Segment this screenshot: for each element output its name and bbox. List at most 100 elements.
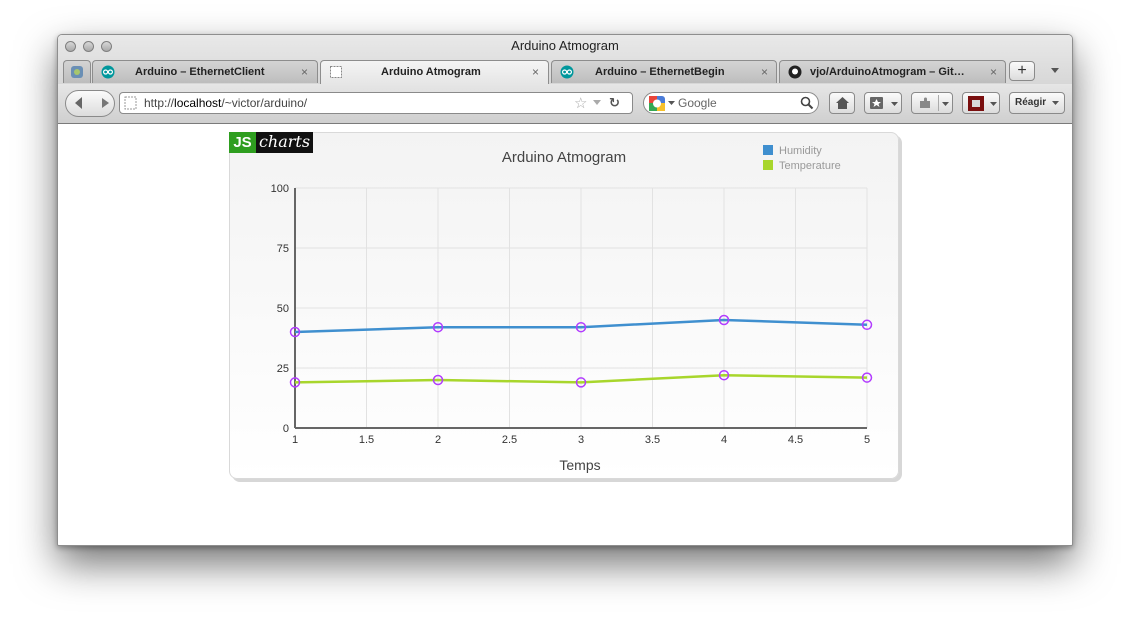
series-lines [294,318,868,384]
back-forward-group [65,90,115,117]
url-path: /~victor/arduino/ [221,96,308,110]
pinned-tab[interactable] [63,60,91,83]
tab-ethernetclient[interactable]: Arduino – EthernetClient × [92,60,318,83]
minimize-window-button[interactable] [83,41,94,52]
site-identity-icon[interactable] [124,96,137,110]
tab-label: Arduino – EthernetBegin [595,66,725,78]
data-point [289,326,301,338]
jscharts-logo: JS charts [229,132,313,153]
chart-container [229,132,899,479]
chevron-down-icon [1052,101,1059,105]
tab-label: Arduino – EthernetClient [135,66,265,78]
y-tick-label: 0 [283,423,289,435]
data-point [861,372,873,383]
extension-icon [968,96,984,111]
chevron-down-icon [891,102,898,106]
logo-js: JS [229,132,256,153]
logo-charts: charts [256,132,313,153]
history-dropdown-icon[interactable] [593,100,601,106]
bookmarks-button[interactable] [864,92,902,114]
chart-title: Arduino Atmogram [502,149,626,166]
x-tick-label: 1.5 [359,434,374,446]
x-axis-label: Temps [559,457,600,473]
url-text: http://localhost/~victor/arduino/ [144,96,307,110]
search-engine-dropdown-icon[interactable] [668,101,675,106]
extension-button[interactable] [962,92,1000,114]
x-tick-label: 2 [435,434,441,446]
y-tick-label: 50 [277,303,289,315]
bookmark-star-icon[interactable]: ☆ [574,95,588,112]
home-icon [836,97,849,109]
legend-swatch [763,145,773,155]
grid [294,187,868,429]
x-tick-label: 4.5 [788,434,803,446]
arduino-icon [101,65,115,79]
forward-icon[interactable] [100,98,110,108]
new-tab-button[interactable]: + [1009,61,1035,81]
title-bar: Arduino Atmogram Arduino – EthernetClien… [58,35,1072,124]
chevron-down-icon [990,102,997,106]
y-tick-label: 25 [277,363,289,375]
navigation-toolbar: http://localhost/~victor/arduino/ ☆ ↻ Go… [58,84,1072,123]
close-tab-icon[interactable]: × [990,65,998,79]
x-tick-label: 4 [721,434,727,446]
close-tab-icon[interactable]: × [532,65,540,79]
separator [938,95,939,111]
tab-label: vjo/ArduinoAtmogram – Git… [810,66,965,78]
chevron-down-icon [942,102,949,106]
data-point [861,319,873,331]
globe-icon [71,66,83,78]
tab-ethernetbegin[interactable]: Arduino – EthernetBegin × [551,60,777,83]
url-bar[interactable]: http://localhost/~victor/arduino/ ☆ ↻ [119,92,633,114]
chevron-down-icon[interactable] [1051,68,1059,74]
data-point [432,374,444,386]
x-tick-label: 3.5 [645,434,660,446]
tab-github[interactable]: vjo/ArduinoAtmogram – Git… × [779,60,1006,83]
reagir-button[interactable]: Réagir [1009,92,1065,114]
back-icon[interactable] [72,96,86,110]
close-window-button[interactable] [65,41,76,52]
search-placeholder: Google [678,96,717,110]
blank-page-icon [330,66,342,78]
data-point [289,377,301,388]
bookmarks-icon [870,97,883,109]
close-tab-icon[interactable]: × [301,65,309,79]
reload-icon[interactable]: ↻ [609,95,620,110]
tab-atmogram[interactable]: Arduino Atmogram × [320,60,549,84]
puzzle-icon [920,97,930,108]
y-tick-label: 75 [277,243,289,255]
x-tick-label: 2.5 [502,434,517,446]
data-points [289,314,873,388]
url-host: localhost [174,96,222,110]
url-prefix: http:// [144,96,175,110]
x-tick-label: 5 [864,434,870,446]
legend-swatch [763,160,773,170]
google-icon[interactable] [649,96,665,111]
home-button[interactable] [829,92,855,114]
data-point [718,369,730,381]
window-title: Arduino Atmogram [511,38,619,53]
data-point [718,314,730,326]
search-input[interactable]: Google [643,92,819,114]
page-content: JS charts Arduino Atmogram Temps 1 1.5 2 2.… [58,124,1072,545]
github-icon [788,65,802,79]
browser-window: Arduino Atmogram Arduino – EthernetClien… [57,34,1073,546]
x-tick-label: 1 [292,434,298,446]
data-point [575,321,587,333]
x-tick-label: 3 [578,434,584,446]
tab-label: Arduino Atmogram [381,66,481,78]
arduino-icon [560,65,574,79]
line-chart: Arduino Atmogram Temps 1 1.5 2 2.5 3 3.5 4 4.5 5… [271,145,873,473]
addon-button[interactable] [911,92,953,114]
legend: Humidity Temperature [763,145,841,172]
axes [294,188,867,429]
series-line-temperature [294,373,868,384]
search-icon[interactable] [800,96,814,110]
data-point [432,321,444,333]
close-tab-icon[interactable]: × [761,65,769,79]
legend-label: Humidity [779,145,822,157]
reagir-label: Réagir [1015,97,1047,108]
data-point [575,377,587,388]
zoom-window-button[interactable] [101,41,112,52]
